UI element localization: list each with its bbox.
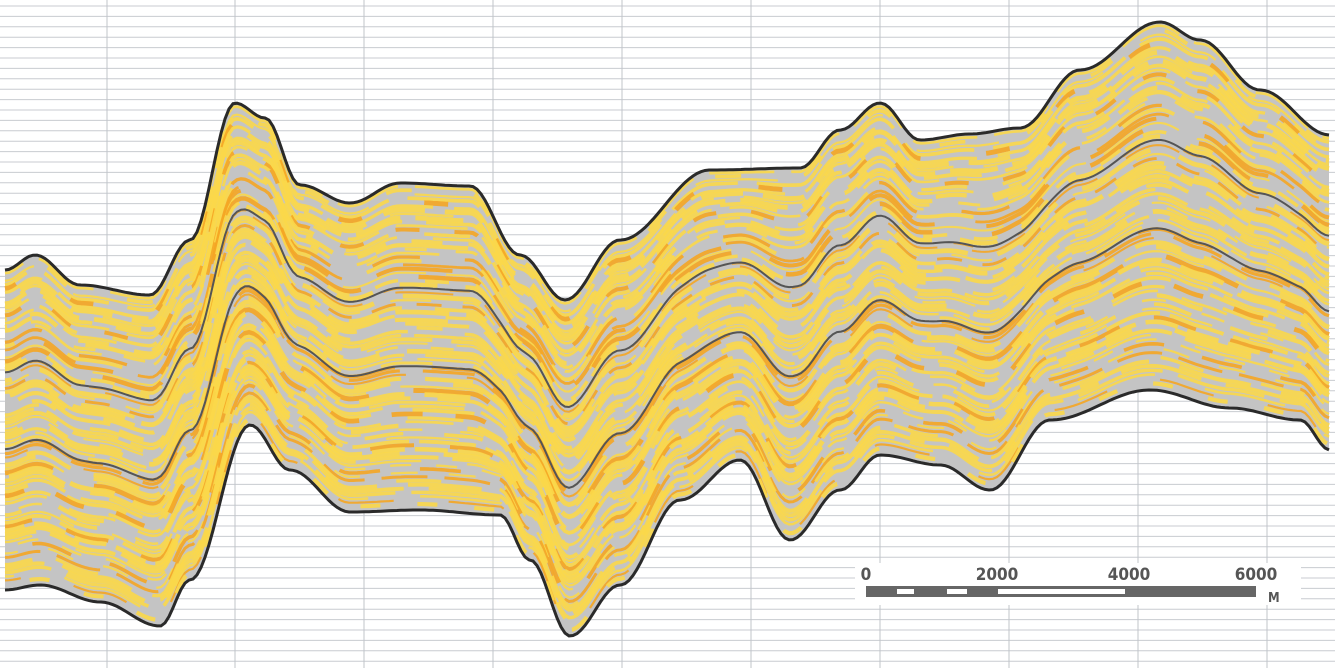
strata-section (5, 22, 1329, 636)
scale-label: 0 (861, 565, 872, 585)
scale-unit: M (1268, 591, 1280, 606)
scale-bar-gap (947, 589, 967, 594)
scale-bar: 0 2000 4000 6000 M (855, 563, 1301, 606)
scale-bar-gap (998, 589, 1125, 594)
scale-label: 6000 (1235, 565, 1278, 585)
scale-bar-gap (897, 589, 914, 594)
cross-section: 0 2000 4000 6000 M (0, 0, 1335, 668)
scale-label: 4000 (1108, 565, 1151, 585)
scale-label: 2000 (976, 565, 1019, 585)
